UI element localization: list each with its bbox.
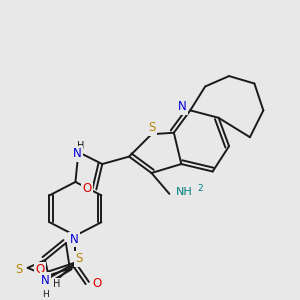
Text: N: N [41, 274, 50, 287]
Text: S: S [75, 252, 83, 266]
Text: H: H [53, 279, 60, 289]
Text: H: H [77, 141, 85, 151]
Text: 2: 2 [198, 184, 203, 194]
Text: N: N [73, 147, 81, 160]
Text: S: S [148, 121, 155, 134]
Text: O: O [83, 182, 92, 195]
Text: N: N [70, 233, 79, 246]
Text: N: N [178, 100, 186, 113]
Text: S: S [16, 263, 23, 276]
Text: NH: NH [176, 188, 193, 197]
Text: O: O [93, 277, 102, 290]
Text: H: H [42, 290, 49, 299]
Text: O: O [36, 263, 45, 276]
